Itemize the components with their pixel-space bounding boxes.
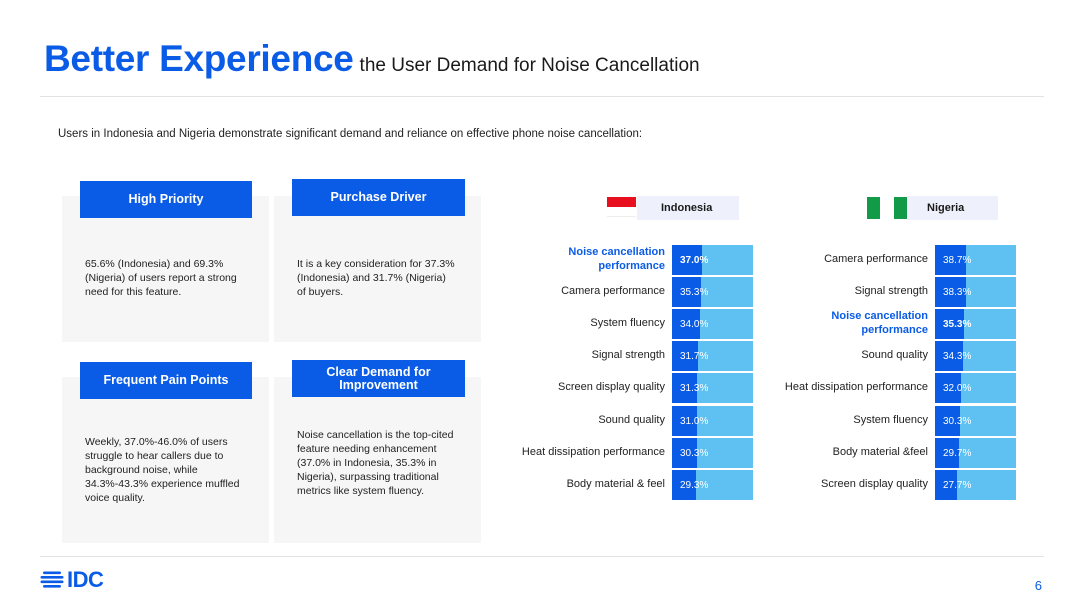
- indonesia-category-label: Screen display quality: [557, 381, 665, 394]
- card-tag-frequent-pain-points: Frequent Pain Points: [80, 362, 252, 399]
- card-text-clear-demand: Noise cancellation is the top-cited feat…: [297, 429, 454, 497]
- country-label-nigeria: Nigeria: [907, 196, 998, 220]
- nigeria-category-label: Noise cancellation performance: [831, 310, 928, 336]
- indonesia-bar-value-label: 30.3%: [680, 447, 709, 459]
- indonesia-bar-value-label: 34.0%: [680, 318, 709, 330]
- nigeria-bar: [935, 245, 967, 275]
- indonesia-bar-value-label: 31.0%: [680, 415, 709, 427]
- nigeria-category-label: Signal strength: [854, 285, 928, 298]
- indonesia-bar: [672, 309, 700, 339]
- indonesia-bar: [672, 245, 702, 275]
- footer-divider: [40, 556, 1044, 557]
- indonesia-bar-value-label: 31.7%: [680, 350, 709, 362]
- nigeria-bar: [935, 470, 958, 500]
- card-text-high-priority: 65.6% (Indonesia) and 69.3% (Nigeria) of…: [85, 258, 237, 298]
- nigeria-category-label: Heat dissipation performance: [784, 381, 928, 394]
- indonesia-category-label: Sound quality: [598, 414, 665, 427]
- indonesia-bar: [672, 373, 698, 403]
- indonesia-bar-value-label: 29.3%: [680, 479, 709, 491]
- indonesia-bar: [672, 438, 697, 468]
- indonesia-bar: [672, 277, 701, 307]
- globe-icon: [40, 571, 64, 588]
- card-high-priority: [62, 196, 269, 342]
- indonesia-category-label: Signal strength: [591, 349, 665, 362]
- nigeria-bar-value-label: 35.3%: [943, 318, 972, 330]
- indonesia-bar: [672, 470, 696, 500]
- nigeria-bar: [935, 406, 960, 436]
- card-text-purchase-driver: It is a key consideration for 37.3% (Ind…: [297, 258, 455, 298]
- card-purchase-driver: [274, 196, 481, 342]
- nigeria-category-label: Body material &feel: [832, 446, 928, 459]
- logo-text: IDC: [67, 567, 104, 592]
- nigeria-bar: [935, 309, 964, 339]
- title-main: Better Experience: [44, 38, 354, 79]
- nigeria-bar: [935, 373, 961, 403]
- nigeria-bar-value-label: 38.3%: [943, 286, 972, 298]
- nigeria-category-label: Camera performance: [824, 253, 928, 266]
- nigeria-bar-value-label: 27.7%: [943, 479, 972, 491]
- indonesia-bar-value-label: 31.3%: [680, 382, 709, 394]
- page-title: Better Experience the User Demand for Noi…: [44, 38, 700, 80]
- card-text-frequent-pain-points: Weekly, 37.0%-46.0% of users struggle to…: [85, 436, 240, 504]
- nigeria-bar: [935, 341, 963, 371]
- nigeria-bar-value-label: 29.7%: [943, 447, 972, 459]
- nigeria-bar-value-label: 34.3%: [943, 350, 972, 362]
- nigeria-category-label: System fluency: [853, 414, 928, 427]
- indonesia-category-label: Noise cancellation performance: [568, 246, 665, 272]
- indonesia-category-label: System fluency: [590, 317, 665, 330]
- nigeria-category-label: Screen display quality: [820, 478, 928, 491]
- nigeria-category-label: Sound quality: [861, 349, 928, 362]
- nigeria-bar: [935, 438, 960, 468]
- card-clear-demand: [274, 377, 481, 543]
- country-label-indonesia: Indonesia: [637, 196, 739, 220]
- indonesia-bar-value-label: 37.0%: [680, 254, 709, 266]
- nigeria-bar-value-label: 32.0%: [943, 382, 972, 394]
- indonesia-bar: [672, 406, 698, 436]
- indonesia-category-label: Heat dissipation performance: [521, 446, 665, 459]
- card-frequent-pain-points: [62, 377, 269, 543]
- intro-text: Users in Indonesia and Nigeria demonstra…: [58, 128, 643, 140]
- indonesia-bar: [672, 341, 698, 371]
- nigeria-bar: [935, 277, 967, 307]
- nigeria-flag-icon: [867, 197, 907, 219]
- nigeria-bar-value-label: 38.7%: [943, 254, 972, 266]
- card-tag-high-priority: High Priority: [80, 181, 252, 218]
- indonesia-category-label: Body material & feel: [566, 478, 665, 491]
- page-number: 6: [1034, 578, 1042, 593]
- idc-logo: IDC: [40, 567, 104, 593]
- card-tag-purchase-driver: Purchase Driver: [292, 179, 465, 216]
- card-tag-clear-demand: Clear Demand for Improvement: [292, 360, 465, 397]
- indonesia-bar-value-label: 35.3%: [680, 286, 709, 298]
- indonesia-category-label: Camera performance: [561, 285, 665, 298]
- indonesia-flag-icon: [607, 197, 636, 217]
- header-divider: [40, 96, 1044, 97]
- nigeria-bar-value-label: 30.3%: [943, 415, 972, 427]
- title-sub: the User Demand for Noise Cancellation: [359, 55, 700, 76]
